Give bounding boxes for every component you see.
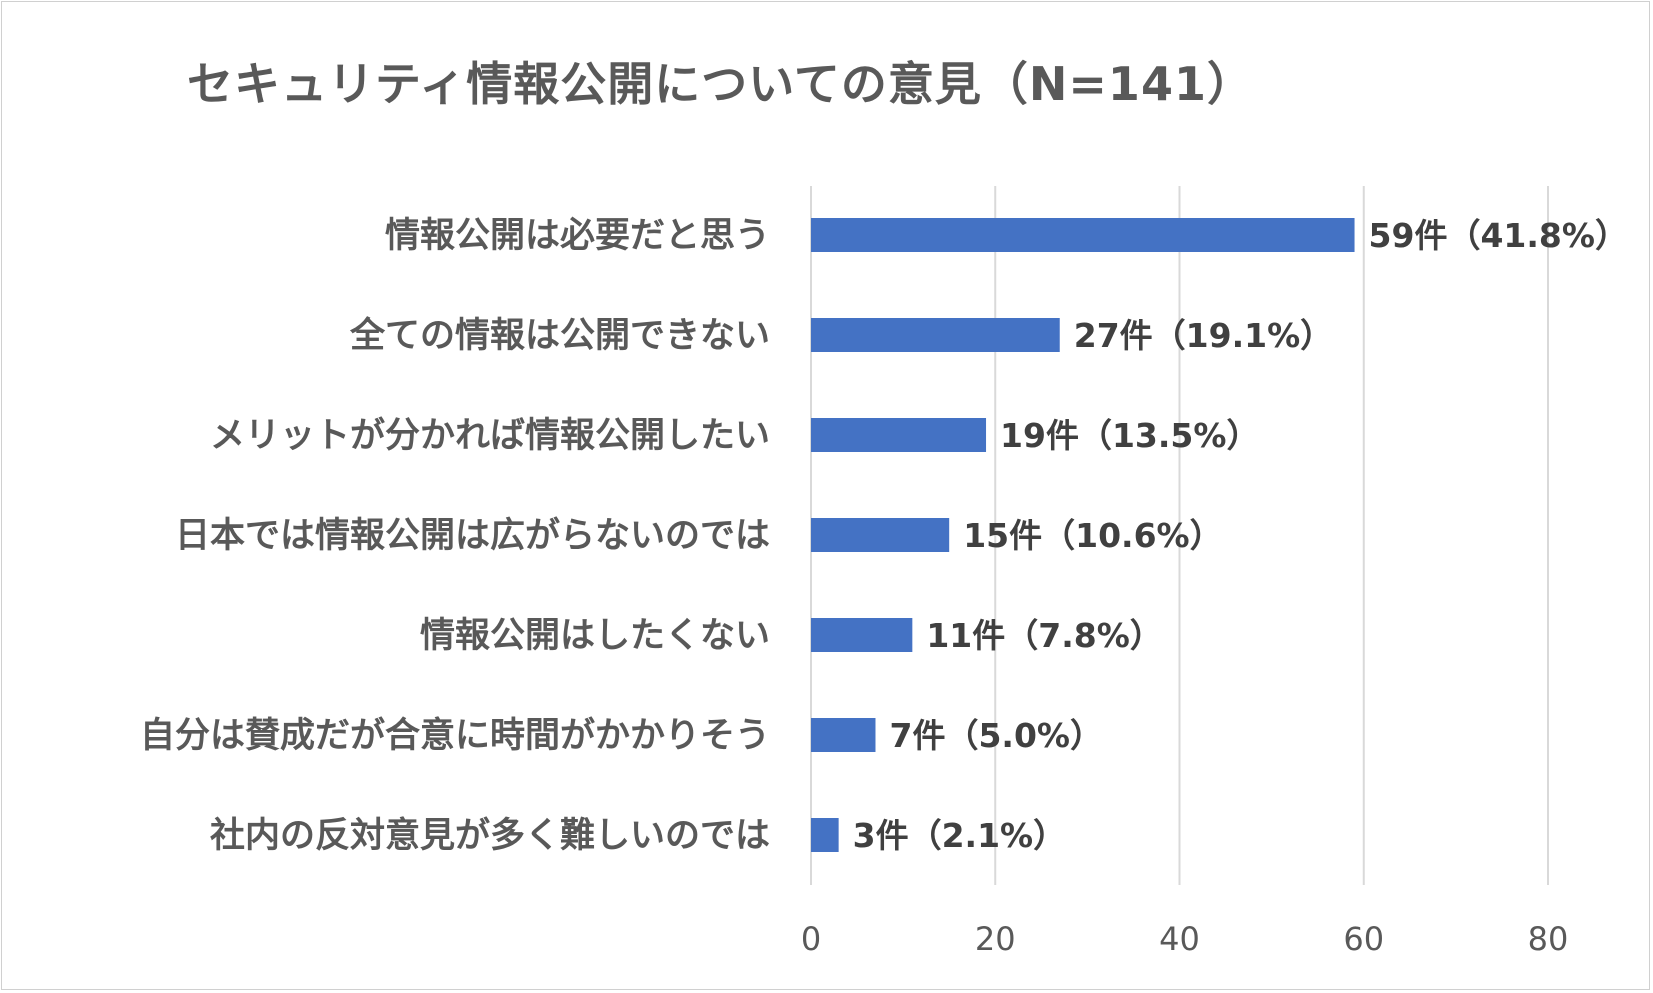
bar <box>811 818 839 852</box>
category-label: メリットが分かれば情報公開したい <box>210 416 770 456</box>
bar <box>811 718 876 752</box>
data-label: 11件（7.8%） <box>926 616 1162 655</box>
data-label: 3件（2.1%） <box>853 816 1066 855</box>
data-label: 27件（19.1%） <box>1074 316 1333 355</box>
bar <box>811 218 1355 252</box>
x-tick-label: 60 <box>1343 920 1384 958</box>
category-label: 全ての情報は公開できない <box>349 315 770 356</box>
category-label: 社内の反対意見が多く難しいのでは <box>210 816 770 856</box>
x-tick-label: 40 <box>1159 920 1200 958</box>
category-label: 情報公開はしたくない <box>420 616 770 656</box>
bar <box>811 318 1060 352</box>
category-label: 自分は賛成だが合意に時間がかかりそう <box>140 716 770 756</box>
x-tick-label: 80 <box>1528 920 1569 958</box>
data-label: 7件（5.0%） <box>889 716 1103 755</box>
x-tick-label: 0 <box>801 920 821 958</box>
data-label: 19件（13.5%） <box>1000 416 1259 455</box>
category-label: 情報公開は必要だと思う <box>385 216 770 256</box>
data-label: 15件（10.6%） <box>963 516 1222 555</box>
category-label: 日本では情報公開は広がらないのでは <box>175 516 770 556</box>
bar <box>811 418 987 452</box>
bar <box>811 518 950 552</box>
x-tick-label: 20 <box>975 920 1016 958</box>
data-label: 59件（41.8%） <box>1369 216 1628 255</box>
bar <box>811 618 913 652</box>
chart-title: セキュリティ情報公開についての意見（N=141） <box>187 57 1254 111</box>
